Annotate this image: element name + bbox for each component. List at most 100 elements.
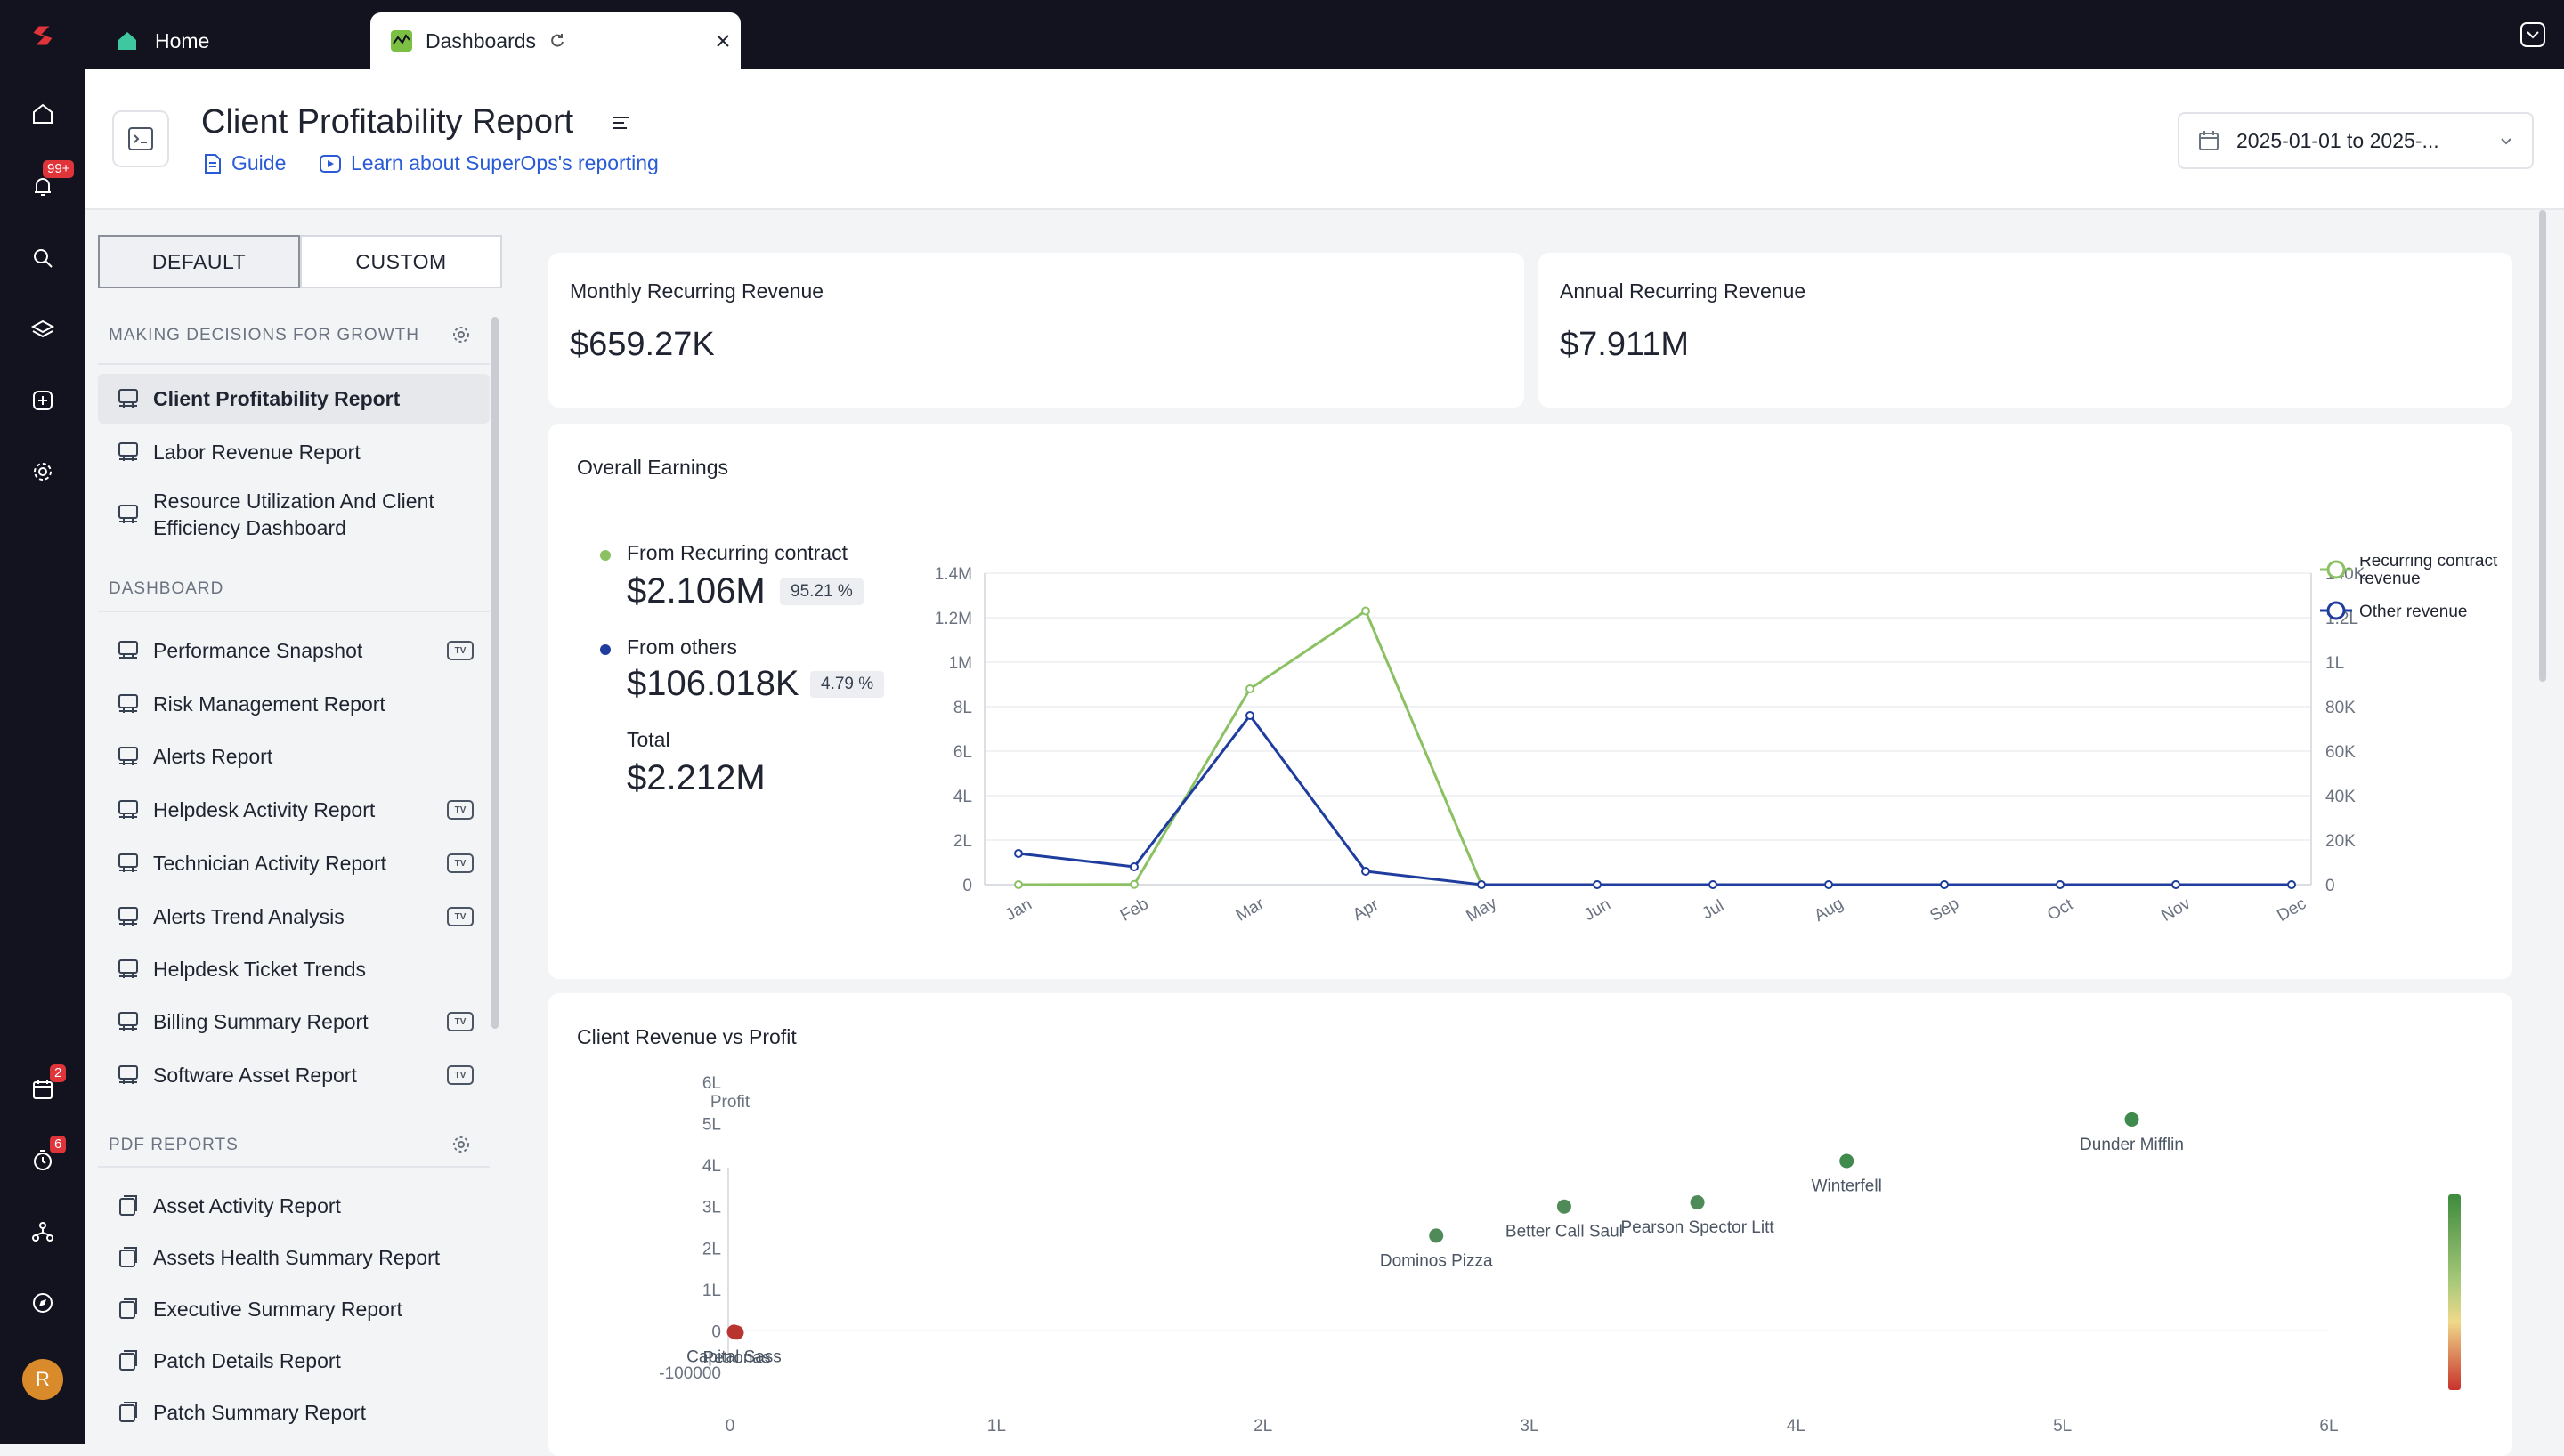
arr-card: Annual Recurring Revenue $7.911M xyxy=(1538,253,2512,408)
learn-link[interactable]: Learn about SuperOps's reporting xyxy=(319,151,659,175)
y-tick-label: 6L xyxy=(702,1074,721,1093)
chevron-down-icon xyxy=(2501,138,2511,145)
data-point xyxy=(1361,606,1370,616)
refresh-icon[interactable] xyxy=(548,32,566,50)
tv-mode-icon[interactable]: TV xyxy=(447,907,474,926)
guide-link[interactable]: Guide xyxy=(203,151,286,175)
search-button[interactable] xyxy=(21,237,64,279)
data-point xyxy=(1940,880,1949,889)
menu-icon[interactable] xyxy=(611,112,632,133)
recurring-value: $2.106M xyxy=(627,571,766,611)
sidebar-item-technician-activity[interactable]: Technician Activity Report TV xyxy=(98,837,490,889)
report-icon-box xyxy=(112,110,169,167)
sidebar-item-label: Alerts Report xyxy=(153,744,273,768)
point-label: Dunder Mifflin xyxy=(2080,1136,2184,1154)
sidebar-item-resource-utilization[interactable]: Resource Utilization And Client Efficien… xyxy=(98,481,490,548)
sidebar-item-label: Software Asset Report xyxy=(153,1063,357,1087)
workflow-icon xyxy=(32,1222,53,1242)
sidebar-item-client-profitability[interactable]: Client Profitability Report xyxy=(98,374,490,424)
pdf-report-icon xyxy=(119,1402,137,1422)
y-left-tick-label: 1.4M xyxy=(935,565,972,584)
x-tick-label: Feb xyxy=(1117,894,1152,926)
y-axis-title: Profit xyxy=(710,1093,751,1112)
explore-button[interactable] xyxy=(21,1282,64,1324)
x-tick-label: May xyxy=(1463,894,1500,926)
chevron-down-icon[interactable] xyxy=(2519,21,2546,48)
date-range-picker[interactable]: 2025-01-01 to 2025-... xyxy=(2178,112,2534,169)
guide-link-label: Guide xyxy=(231,151,287,174)
others-value: $106.018K xyxy=(627,664,799,703)
close-icon[interactable] xyxy=(714,32,732,50)
sidebar-item-labor-revenue[interactable]: Labor Revenue Report xyxy=(98,427,490,477)
sidebar-item-patch-summary[interactable]: Patch Summary Report xyxy=(98,1387,490,1438)
superops-logo[interactable] xyxy=(21,14,64,57)
dashboard-icon xyxy=(391,30,412,52)
sidebar-item-executive-summary[interactable]: Executive Summary Report xyxy=(98,1283,490,1335)
x-tick-label: 2L xyxy=(1254,1417,1272,1436)
workflow-button[interactable] xyxy=(21,1210,64,1253)
sidebar-item-performance-snapshot[interactable]: Performance Snapshot TV xyxy=(98,625,490,676)
logo-icon xyxy=(33,26,53,45)
sidebar-item-helpdesk-activity[interactable]: Helpdesk Activity Report TV xyxy=(98,784,490,836)
calendar-badge: 2 xyxy=(50,1064,67,1082)
user-avatar[interactable]: R xyxy=(21,1358,64,1401)
notifications-button[interactable]: 99+ xyxy=(21,160,75,208)
data-point xyxy=(1593,880,1602,889)
sidebar-item-billing-summary[interactable]: Billing Summary Report TV xyxy=(98,996,490,1048)
divider xyxy=(98,363,490,365)
mrr-card: Monthly Recurring Revenue $659.27K xyxy=(548,253,1524,408)
data-point xyxy=(2056,880,2065,889)
sidebar-item-asset-activity[interactable]: Asset Activity Report xyxy=(98,1180,490,1232)
tab-dashboards[interactable]: Dashboards xyxy=(370,12,741,69)
mrr-value: $659.27K xyxy=(570,326,715,363)
sidebar-item-helpdesk-ticket-trends[interactable]: Helpdesk Ticket Trends xyxy=(98,943,490,995)
home-nav-button[interactable] xyxy=(21,93,64,135)
sidebar-item-label: Patch Summary Report xyxy=(153,1400,367,1424)
tv-mode-icon[interactable]: TV xyxy=(447,800,474,820)
sidebar-item-alerts-trend[interactable]: Alerts Trend Analysis TV xyxy=(98,891,490,942)
layers-button[interactable] xyxy=(21,308,64,351)
earnings-line-chart: 02L4L6L8L1M1.2M1.4M020K40K60K80K1L1.2L14… xyxy=(935,557,2498,926)
data-point xyxy=(1130,879,1139,889)
recurring-label: From Recurring contract xyxy=(627,541,848,564)
data-point xyxy=(1245,684,1254,693)
custom-toggle-button[interactable]: CUSTOM xyxy=(300,235,502,288)
data-point xyxy=(1361,867,1370,876)
tv-mode-icon[interactable]: TV xyxy=(447,1065,474,1085)
avatar: R xyxy=(22,1359,63,1400)
document-icon xyxy=(205,153,221,174)
sidebar-scrollbar[interactable] xyxy=(491,317,499,1029)
create-button[interactable] xyxy=(21,379,64,422)
point-label: Petronas xyxy=(702,1348,770,1367)
tv-mode-icon[interactable]: TV xyxy=(447,853,474,873)
sidebar-item-alerts-report[interactable]: Alerts Report xyxy=(98,731,490,782)
x-tick-label: Apr xyxy=(1350,895,1383,925)
default-toggle-button[interactable]: DEFAULT xyxy=(98,235,300,288)
y-tick-label: 5L xyxy=(702,1116,721,1135)
page-title: Client Profitability Report xyxy=(201,103,574,141)
main-scrollbar[interactable] xyxy=(2539,210,2546,682)
sidebar-item-label: Alerts Trend Analysis xyxy=(153,904,345,928)
legend-marker xyxy=(2326,560,2346,579)
others-label: From others xyxy=(627,635,737,659)
sidebar-item-risk-management[interactable]: Risk Management Report xyxy=(98,678,490,730)
tv-mode-icon[interactable]: TV xyxy=(447,1012,474,1031)
calendar-button[interactable]: 2 xyxy=(21,1064,67,1111)
gear-icon[interactable] xyxy=(450,324,472,345)
sidebar-item-assets-health[interactable]: Assets Health Summary Report xyxy=(98,1232,490,1283)
sidebar-item-label: Client Profitability Report xyxy=(153,386,401,410)
gear-icon[interactable] xyxy=(450,1134,472,1155)
timer-button[interactable]: 6 xyxy=(21,1136,67,1182)
report-item-icon xyxy=(118,505,138,523)
calendar-icon xyxy=(2199,131,2219,150)
learn-link-label: Learn about SuperOps's reporting xyxy=(351,151,659,174)
sidebar-item-software-asset[interactable]: Software Asset Report TV xyxy=(98,1049,490,1101)
tv-mode-icon[interactable]: TV xyxy=(447,641,474,660)
scatter-point xyxy=(2124,1112,2139,1127)
data-point xyxy=(1014,880,1023,889)
sidebar-item-patch-details[interactable]: Patch Details Report xyxy=(98,1335,490,1387)
x-tick-label: Jul xyxy=(1699,896,1727,923)
tab-home[interactable]: Home xyxy=(100,12,367,69)
settings-button[interactable] xyxy=(21,450,64,493)
y-tick-label: 1L xyxy=(702,1282,721,1300)
